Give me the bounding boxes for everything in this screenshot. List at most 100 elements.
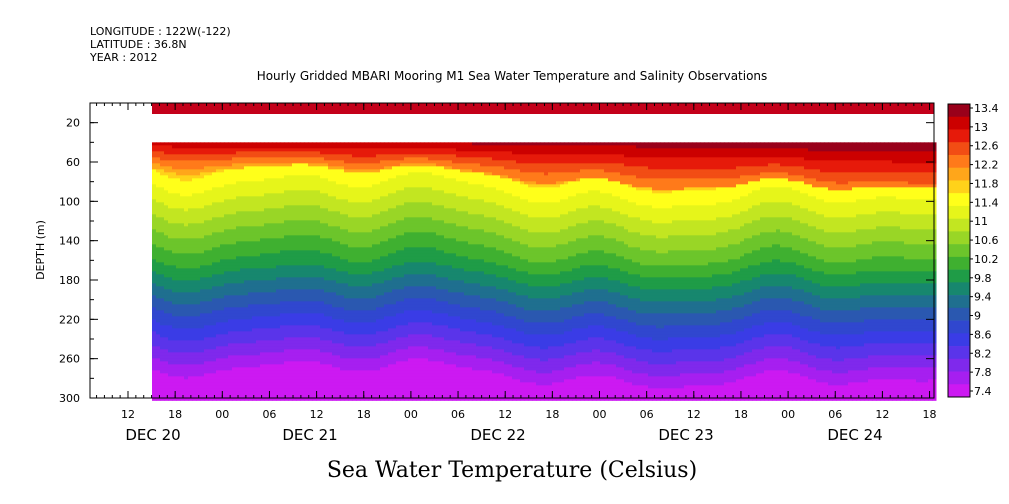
heat-cell bbox=[236, 343, 241, 347]
heat-cell bbox=[188, 298, 193, 302]
heat-cell bbox=[272, 193, 277, 197]
heat-cell bbox=[232, 238, 237, 242]
heat-cell bbox=[220, 253, 225, 257]
heat-cell bbox=[252, 154, 257, 158]
heat-cell bbox=[364, 148, 369, 152]
heat-cell bbox=[320, 229, 325, 233]
heat-cell bbox=[192, 304, 197, 308]
heat-cell bbox=[220, 364, 225, 368]
heat-cell bbox=[236, 241, 241, 245]
heat-cell bbox=[164, 352, 169, 356]
heat-cell bbox=[248, 160, 253, 164]
heat-cell bbox=[304, 178, 309, 182]
heat-cell bbox=[152, 169, 157, 173]
heat-cell bbox=[220, 283, 225, 287]
heat-cell bbox=[280, 364, 285, 368]
heat-cell bbox=[316, 148, 321, 152]
heat-cell bbox=[240, 370, 245, 374]
heat-cell bbox=[232, 202, 237, 206]
heat-cell bbox=[260, 358, 265, 362]
heat-cell bbox=[296, 334, 301, 338]
heat-cell bbox=[316, 175, 321, 179]
heat-cell bbox=[252, 292, 257, 296]
heat-cell bbox=[344, 154, 349, 158]
heat-cell bbox=[216, 238, 221, 242]
heat-cell bbox=[300, 391, 305, 395]
heat-cell bbox=[248, 190, 253, 194]
heat-cell bbox=[340, 301, 345, 305]
heat-cell bbox=[376, 328, 381, 332]
heat-cell bbox=[260, 367, 265, 371]
heat-cell bbox=[364, 382, 369, 386]
heat-cell bbox=[212, 280, 217, 284]
heat-cell bbox=[300, 163, 305, 167]
heat-cell bbox=[312, 283, 317, 287]
heat-cell bbox=[228, 253, 233, 257]
heat-cell bbox=[216, 376, 221, 380]
heat-cell bbox=[244, 160, 249, 164]
heat-cell bbox=[252, 178, 257, 182]
heat-cell bbox=[248, 379, 253, 383]
heat-cell bbox=[300, 184, 305, 188]
heat-cell bbox=[348, 367, 353, 371]
heat-cell bbox=[180, 298, 185, 302]
heat-cell bbox=[368, 325, 373, 329]
heat-cell bbox=[312, 286, 317, 290]
heat-cell bbox=[308, 175, 313, 179]
heat-cell bbox=[152, 193, 157, 197]
heat-cell bbox=[240, 205, 245, 209]
heat-cell bbox=[284, 202, 289, 206]
heat-cell bbox=[264, 268, 269, 272]
heat-cell bbox=[244, 238, 249, 242]
heat-cell bbox=[176, 220, 181, 224]
heat-cell bbox=[232, 349, 237, 353]
heat-cell bbox=[216, 361, 221, 365]
heat-cell bbox=[372, 388, 377, 392]
heat-cell bbox=[240, 154, 245, 158]
heat-cell bbox=[304, 397, 309, 401]
heat-cell bbox=[332, 259, 337, 263]
heat-cell bbox=[340, 358, 345, 362]
heat-cell bbox=[276, 385, 281, 389]
heat-cell bbox=[192, 247, 197, 251]
heat-cell bbox=[208, 208, 213, 212]
heat-cell bbox=[336, 322, 341, 326]
heat-cell bbox=[216, 211, 221, 215]
heat-cell bbox=[360, 223, 365, 227]
heat-cell bbox=[164, 175, 169, 179]
heat-cell bbox=[160, 397, 165, 401]
heat-cell bbox=[332, 196, 337, 200]
heat-cell bbox=[248, 169, 253, 173]
heat-cell bbox=[272, 328, 277, 332]
heat-cell bbox=[348, 145, 353, 149]
heat-cell bbox=[308, 226, 313, 230]
heat-cell bbox=[296, 292, 301, 296]
heat-cell bbox=[308, 205, 313, 209]
heat-cell bbox=[216, 187, 221, 191]
heat-cell bbox=[348, 352, 353, 356]
heat-cell bbox=[224, 247, 229, 251]
heat-cell bbox=[228, 316, 233, 320]
heat-cell bbox=[292, 250, 297, 254]
heat-cell bbox=[228, 238, 233, 242]
heat-cell bbox=[320, 205, 325, 209]
heat-cell bbox=[360, 292, 365, 296]
heat-cell bbox=[292, 256, 297, 260]
heat-cell bbox=[200, 265, 205, 269]
heat-cell bbox=[344, 388, 349, 392]
heat-cell bbox=[372, 199, 377, 203]
heat-cell bbox=[176, 373, 181, 377]
heat-cell bbox=[296, 394, 301, 398]
heat-cell bbox=[252, 262, 257, 266]
heat-cell bbox=[296, 313, 301, 317]
heat-cell bbox=[372, 214, 377, 218]
heat-cell bbox=[180, 385, 185, 389]
heat-cell bbox=[212, 391, 217, 395]
heat-cell bbox=[260, 304, 265, 308]
heat-cell bbox=[212, 286, 217, 290]
heat-cell bbox=[236, 283, 241, 287]
heat-cell bbox=[284, 274, 289, 278]
heat-cell bbox=[356, 217, 361, 221]
heat-cell bbox=[200, 337, 205, 341]
heat-cell bbox=[180, 229, 185, 233]
